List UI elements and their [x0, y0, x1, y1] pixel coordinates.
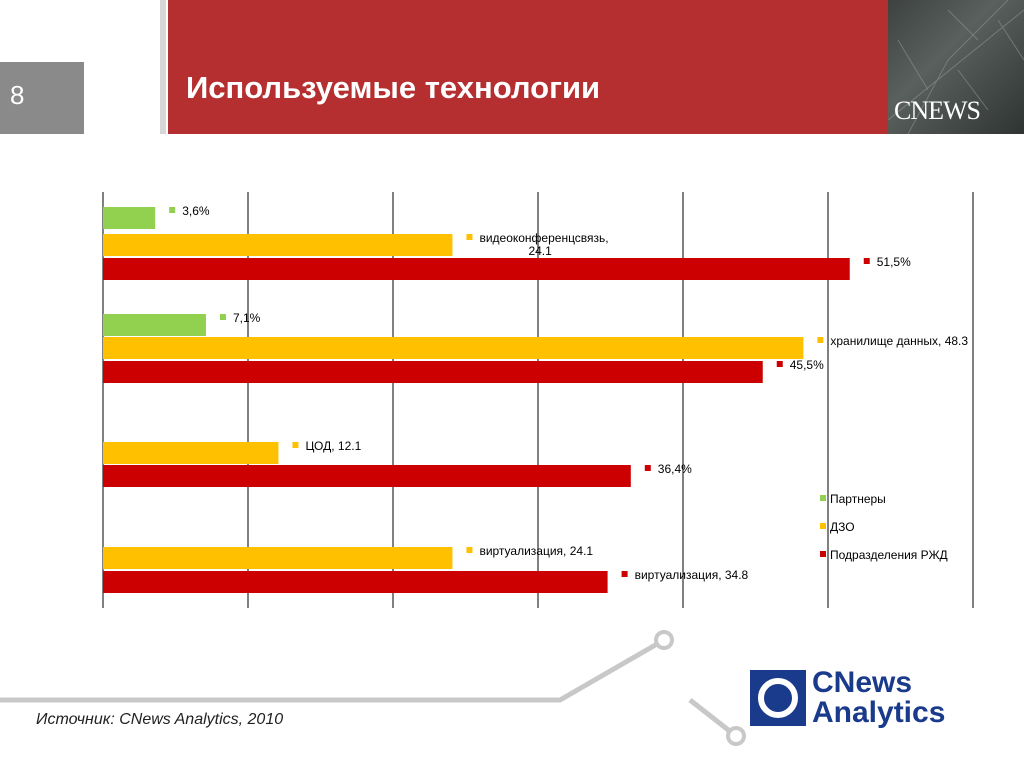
data-label: 3,6% — [182, 204, 210, 218]
legend-label: Подразделения РЖД — [830, 548, 948, 562]
data-label-marker — [219, 314, 226, 320]
data-label: хранилище данных, 48.3 — [830, 334, 968, 348]
bar-Подразделения РЖД — [103, 465, 631, 487]
data-label-marker — [863, 258, 870, 264]
data-label: ЦОД, 12.1 — [305, 439, 361, 453]
data-label-marker — [776, 361, 783, 367]
legend-label: ДЗО — [830, 520, 855, 534]
cnews-analytics-logo-mark — [750, 670, 806, 726]
data-label-marker — [466, 547, 473, 553]
cnews-analytics-logo-text: CNews Analytics — [812, 668, 945, 728]
cnews-header-logo: CNEWS — [894, 96, 981, 125]
data-label: 24.1 — [528, 244, 552, 258]
page-number-box: 8 — [0, 62, 84, 134]
bar-ДЗО — [103, 547, 453, 569]
header-divider — [160, 0, 166, 134]
circuit-decoration — [0, 630, 746, 746]
data-label: 7,1% — [233, 311, 261, 325]
data-label-marker — [644, 465, 651, 471]
slide-title: Используемые технологии — [186, 70, 601, 105]
data-label-marker — [817, 337, 824, 343]
data-label: 45,5% — [790, 358, 824, 372]
data-label: виртуализация, 34.8 — [635, 568, 749, 582]
bar-ДЗО — [103, 442, 279, 464]
bar-ДЗО — [103, 337, 804, 359]
bar-chart: 3,6% видеоконференцсвязь,24.1 51,5% 7,1% хра… — [102, 192, 974, 608]
data-label-marker — [466, 234, 473, 240]
leaf-texture-image — [888, 0, 1024, 134]
legend-marker — [820, 551, 826, 557]
data-label-marker — [292, 442, 299, 448]
legend-marker — [820, 495, 826, 501]
page-number: 8 — [10, 80, 25, 110]
legend-label: Партнеры — [830, 492, 886, 506]
data-label: 36,4% — [658, 462, 692, 476]
bar-Партнеры — [103, 314, 206, 336]
bar-ДЗО — [103, 234, 453, 256]
data-label: 51,5% — [877, 255, 911, 269]
bar-Подразделения РЖД — [103, 571, 608, 593]
logo-line-2: Analytics — [812, 696, 946, 729]
data-label-marker — [621, 571, 628, 577]
bar-Подразделения РЖД — [103, 361, 763, 383]
header-bar — [168, 0, 888, 134]
bar-Партнеры — [103, 207, 156, 229]
data-label: виртуализация, 24.1 — [479, 544, 593, 558]
data-label: видеоконференцсвязь, — [479, 231, 608, 245]
legend-marker — [820, 523, 826, 529]
data-label-marker — [169, 207, 176, 213]
bar-Подразделения РЖД — [103, 258, 850, 280]
source-note: Источник: CNews Analytics, 2010 — [36, 711, 284, 728]
logo-line-1: CNews — [812, 666, 913, 699]
